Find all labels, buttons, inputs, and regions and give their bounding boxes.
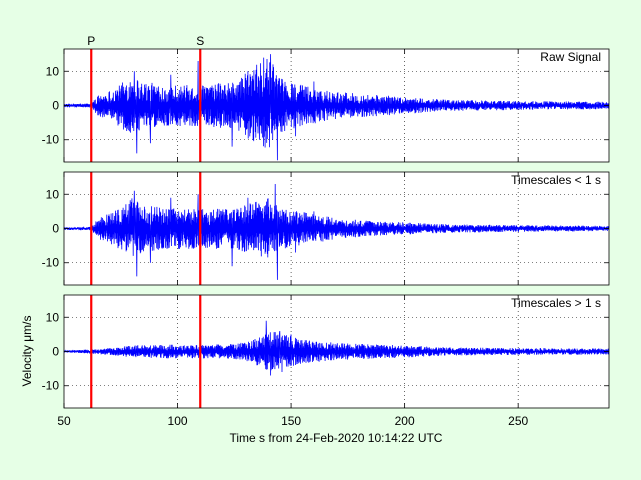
x-tick-label: 50 <box>57 414 71 428</box>
x-tick-label: 150 <box>281 414 301 428</box>
x-tick-label: 250 <box>508 414 528 428</box>
y-tick-label: -10 <box>42 256 60 270</box>
signal-trace <box>63 183 610 280</box>
y-tick-label: 10 <box>46 64 60 78</box>
x-tick-label: 100 <box>168 414 188 428</box>
y-tick-label: 0 <box>52 99 59 113</box>
panel-raw-signal: -10 0 10 Raw Signal <box>42 48 610 163</box>
signal-trace <box>63 320 610 376</box>
marker-label-s: S <box>196 34 204 48</box>
x-tick-label: 200 <box>395 414 415 428</box>
y-tick-label: 10 <box>46 310 60 324</box>
marker-label-p: P <box>87 34 95 48</box>
y-tick-label: -10 <box>42 379 60 393</box>
y-tick-label: 0 <box>52 222 59 236</box>
panel-title: Timescales < 1 s <box>511 173 601 187</box>
y-tick-label: 10 <box>46 187 60 201</box>
y-axis-label: Velocity μm/s <box>20 316 34 387</box>
x-axis-tick-labels: 50 100 150 200 250 <box>57 414 528 428</box>
panel-timescales-under-1s: -10 0 10 Timescales < 1 s <box>42 171 610 286</box>
y-tick-label: -10 <box>42 133 60 147</box>
panel-timescales-over-1s: -10 0 10 Timescales > 1 s <box>42 294 610 409</box>
signal-trace <box>63 54 610 161</box>
panel-title: Raw Signal <box>540 50 601 64</box>
y-tick-label: 0 <box>52 345 59 359</box>
panel-title: Timescales > 1 s <box>511 296 601 310</box>
x-axis-label: Time s from 24-Feb-2020 10:14:22 UTC <box>230 431 443 445</box>
